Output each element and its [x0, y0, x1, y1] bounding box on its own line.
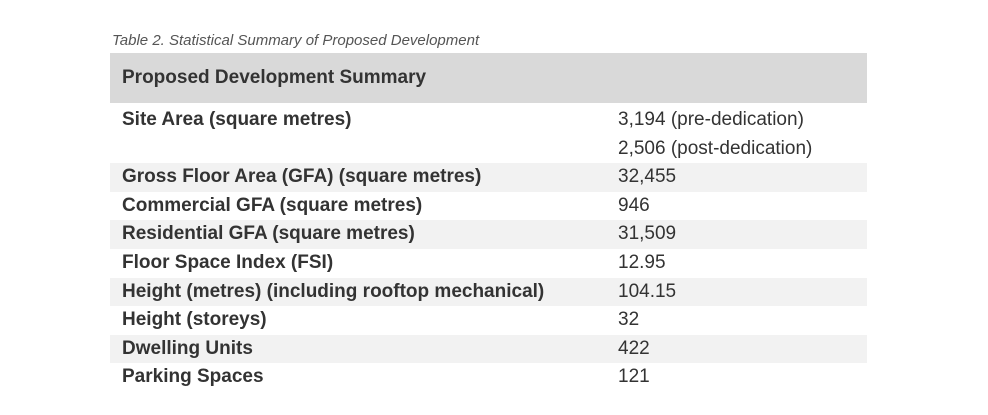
row-value: 32: [618, 309, 640, 331]
table-row: Residential GFA (square metres) 31,509: [110, 220, 867, 249]
row-label: Gross Floor Area (GFA) (square metres): [122, 166, 482, 188]
row-value: 31,509: [618, 223, 677, 245]
table-row: Gross Floor Area (GFA) (square metres) 3…: [110, 163, 867, 192]
table-row: Floor Space Index (FSI) 12.95: [110, 249, 867, 278]
row-label: Residential GFA (square metres): [122, 223, 415, 245]
row-label: Height (metres) (including rooftop mecha…: [122, 280, 545, 302]
table-header: Proposed Development Summary: [110, 53, 867, 103]
row-value: 121: [618, 366, 650, 388]
row-label: Dwelling Units: [122, 337, 253, 359]
row-label: Height (storeys): [122, 309, 267, 331]
table-row: Commercial GFA (square metres) 946: [110, 192, 867, 221]
row-value-pre-dedication: 3,194 (pre-dedication): [618, 109, 804, 130]
row-value-post-dedication: 2,506 (post-dedication): [618, 137, 813, 159]
row-value: 32,455: [618, 166, 677, 188]
table-caption: Table 2. Statistical Summary of Proposed…: [112, 32, 480, 49]
table-row: Parking Spaces 121: [110, 363, 867, 392]
row-label: Commercial GFA (square metres): [122, 194, 423, 216]
development-summary-table: Proposed Development Summary Site Area (…: [110, 53, 867, 392]
row-value: 3,194 (pre-dedication) 2,506 (post-dedic…: [618, 106, 867, 163]
row-value: 104.15: [618, 280, 677, 302]
row-label: Parking Spaces: [122, 366, 264, 388]
row-label: Site Area (square metres): [122, 109, 352, 130]
row-label: Floor Space Index (FSI): [122, 251, 334, 273]
table-row-site-area: Site Area (square metres) 3,194 (pre-ded…: [110, 103, 867, 163]
row-value: 422: [618, 337, 650, 359]
table-row: Dwelling Units 422: [110, 334, 867, 364]
table-row: Height (storeys) 32: [110, 306, 867, 335]
row-value: 946: [618, 194, 650, 216]
row-value: 12.95: [618, 251, 666, 273]
table-row: Height (metres) (including rooftop mecha…: [110, 277, 867, 307]
